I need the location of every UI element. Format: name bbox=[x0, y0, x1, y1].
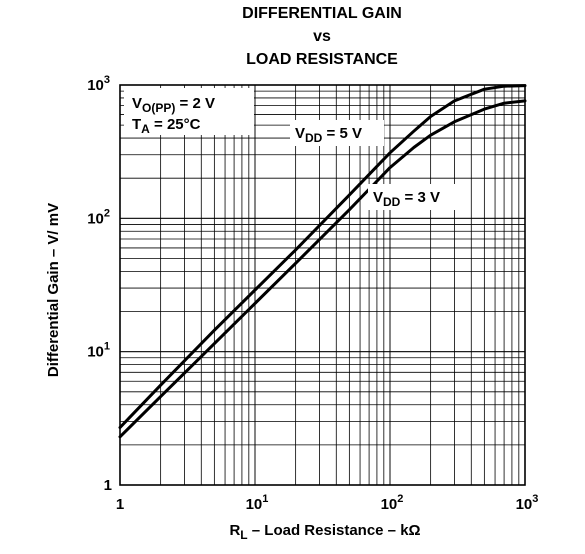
y-tick-label: 103 bbox=[87, 74, 110, 94]
condition-ta: TA = 25°C bbox=[132, 116, 201, 136]
x-tick-label: 102 bbox=[381, 493, 404, 513]
series-label-5v: VDD = 5 V bbox=[295, 125, 362, 145]
grid-layer bbox=[119, 84, 526, 486]
series-layer bbox=[118, 84, 527, 439]
x-axis-label: RL – Load Resistance – kΩ bbox=[229, 522, 420, 542]
x-tick-label: 1 bbox=[116, 496, 124, 513]
tick-label-layer: 1 101 102 103 1 101 102 103 bbox=[87, 74, 538, 513]
series-line-vdd-3v bbox=[118, 99, 527, 439]
chart-title-line-3: LOAD RESISTANCE bbox=[246, 51, 398, 68]
series-label-3v-bg bbox=[368, 184, 462, 210]
chart-title-line-1: DIFFERENTIAL GAIN bbox=[242, 5, 402, 22]
plot-frame bbox=[119, 84, 526, 486]
condition-vopp: VO(PP) = 2 V bbox=[132, 95, 215, 115]
x-tick-label: 101 bbox=[246, 493, 269, 513]
conditions-box bbox=[124, 88, 254, 135]
x-tick-label: 103 bbox=[516, 493, 539, 513]
series-label-3v: VDD = 3 V bbox=[373, 189, 440, 209]
series-label-5v-bg bbox=[290, 120, 384, 146]
series-line-vdd-5v bbox=[118, 84, 527, 429]
y-axis-label: Differential Gain – V/ mV bbox=[45, 203, 62, 377]
y-tick-label: 1 bbox=[104, 477, 112, 494]
chart-title-line-2: vs bbox=[313, 28, 331, 45]
y-tick-label: 102 bbox=[87, 207, 110, 227]
y-tick-label: 101 bbox=[87, 341, 110, 361]
